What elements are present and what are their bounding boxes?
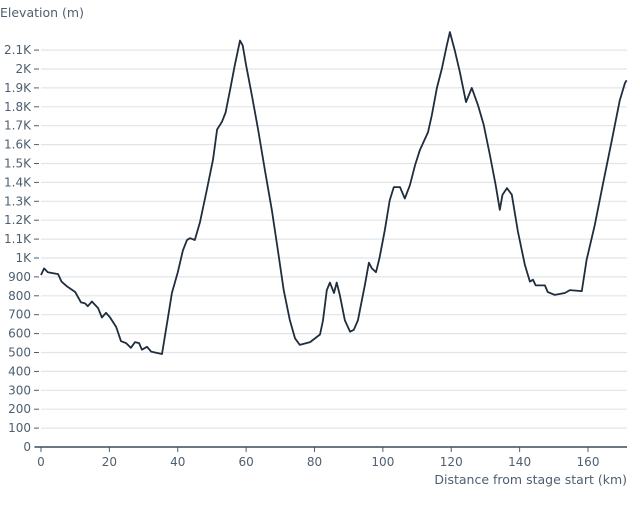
- x-tick-label: 100: [371, 455, 394, 469]
- y-axis: 0 100 200 300 400 500 600 700 800 900 1K 1.1K 1.2K 1.…: [4, 43, 39, 454]
- x-tick-label: 20: [102, 455, 117, 469]
- y-axis-label: Elevation (m): [0, 5, 84, 20]
- x-tick-label: 80: [307, 455, 322, 469]
- y-tick-label: 2.1K: [4, 43, 32, 57]
- y-tick-label: 2K: [15, 62, 32, 76]
- x-tick-label: 160: [577, 455, 600, 469]
- y-tick-label: 200: [8, 402, 31, 416]
- y-tick-label: 1K: [15, 251, 32, 265]
- y-tick-label: 500: [8, 346, 31, 360]
- y-tick-label: 400: [8, 364, 31, 378]
- gridlines: [41, 49, 627, 429]
- y-tick-label: 800: [8, 289, 31, 303]
- y-tick-label: 1.6K: [4, 138, 32, 152]
- y-tick-label: 700: [8, 308, 31, 322]
- y-tick-label: 1.5K: [4, 157, 32, 171]
- y-tick-label: 900: [8, 270, 31, 284]
- x-tick-label: 0: [37, 455, 45, 469]
- y-tick-label: 1.8K: [4, 100, 32, 114]
- x-tick-label: 40: [170, 455, 185, 469]
- x-tick-label: 120: [440, 455, 463, 469]
- y-tick-label: 1.2K: [4, 213, 32, 227]
- elevation-line: [40, 31, 628, 355]
- y-tick-label: 300: [8, 383, 31, 397]
- y-tick-label: 1.4K: [4, 175, 32, 189]
- y-tick-label: 0: [23, 440, 31, 454]
- y-tick-label: 1.7K: [4, 119, 32, 133]
- x-axis-label: Distance from stage start (km): [434, 472, 627, 487]
- y-tick-label: 600: [8, 327, 31, 341]
- y-tick-label: 1.9K: [4, 81, 32, 95]
- x-tick-label: 140: [508, 455, 531, 469]
- y-tick-label: 1.3K: [4, 194, 32, 208]
- x-tick-label: 60: [238, 455, 253, 469]
- x-axis: 0 20 40 60 80 100 120 140 160: [37, 447, 599, 469]
- y-tick-label: 1.1K: [4, 232, 32, 246]
- y-tick-label: 100: [8, 421, 31, 435]
